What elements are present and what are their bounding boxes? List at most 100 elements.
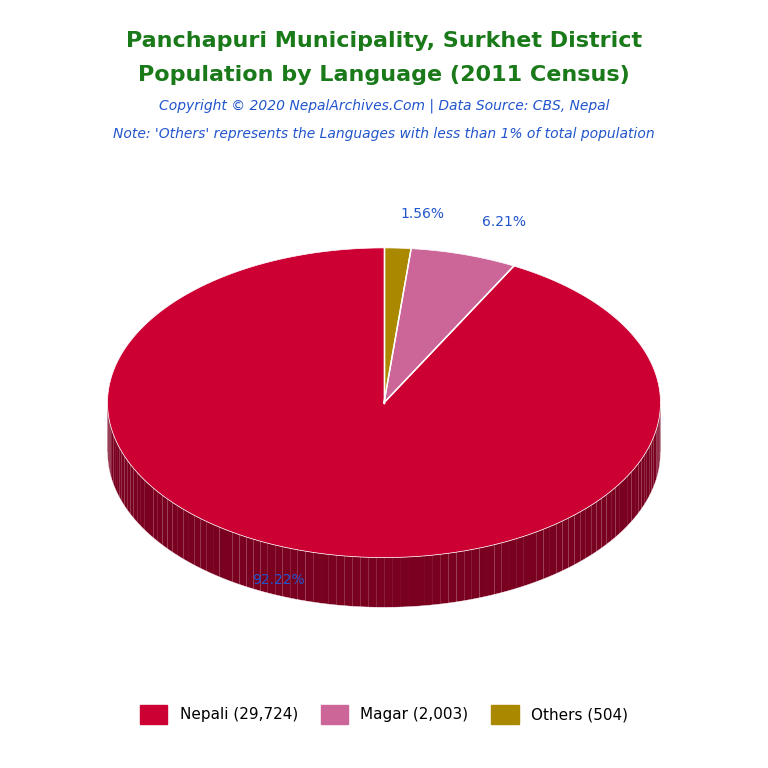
- Polygon shape: [456, 551, 464, 602]
- Polygon shape: [207, 521, 213, 574]
- Polygon shape: [119, 448, 121, 502]
- Polygon shape: [321, 554, 329, 604]
- Text: Note: 'Others' represents the Languages with less than 1% of total population: Note: 'Others' represents the Languages …: [113, 127, 655, 141]
- Polygon shape: [544, 527, 550, 579]
- Polygon shape: [597, 498, 601, 551]
- Text: 92.22%: 92.22%: [253, 573, 305, 587]
- Polygon shape: [121, 452, 124, 506]
- Polygon shape: [213, 525, 220, 577]
- Polygon shape: [409, 557, 417, 607]
- Polygon shape: [226, 530, 233, 582]
- Polygon shape: [240, 535, 247, 587]
- Polygon shape: [581, 508, 586, 561]
- Polygon shape: [425, 555, 433, 606]
- Polygon shape: [369, 558, 377, 607]
- Polygon shape: [556, 521, 562, 574]
- Polygon shape: [591, 502, 597, 555]
- Polygon shape: [550, 524, 556, 576]
- Polygon shape: [523, 535, 530, 586]
- Polygon shape: [124, 456, 127, 510]
- Polygon shape: [141, 476, 145, 530]
- Polygon shape: [384, 249, 514, 402]
- Polygon shape: [195, 515, 200, 568]
- Polygon shape: [220, 527, 226, 580]
- Polygon shape: [654, 433, 655, 488]
- Polygon shape: [253, 539, 260, 591]
- Polygon shape: [173, 502, 178, 556]
- Polygon shape: [110, 421, 111, 475]
- Polygon shape: [562, 518, 568, 571]
- Polygon shape: [495, 543, 502, 594]
- Polygon shape: [641, 455, 644, 509]
- Polygon shape: [635, 463, 638, 518]
- Polygon shape: [184, 509, 189, 562]
- Polygon shape: [659, 415, 660, 470]
- Polygon shape: [117, 443, 119, 497]
- Polygon shape: [112, 430, 114, 484]
- Polygon shape: [306, 551, 313, 602]
- Polygon shape: [137, 472, 141, 526]
- Polygon shape: [154, 488, 158, 541]
- Polygon shape: [537, 529, 544, 581]
- Polygon shape: [178, 506, 184, 559]
- Polygon shape: [108, 248, 660, 558]
- Polygon shape: [393, 558, 401, 607]
- Polygon shape: [114, 435, 115, 488]
- Polygon shape: [601, 495, 607, 548]
- Polygon shape: [487, 545, 495, 596]
- Polygon shape: [647, 446, 649, 501]
- Polygon shape: [620, 479, 624, 533]
- Text: Copyright © 2020 NepalArchives.Com | Data Source: CBS, Nepal: Copyright © 2020 NepalArchives.Com | Dat…: [159, 98, 609, 113]
- Polygon shape: [345, 556, 353, 607]
- Polygon shape: [145, 481, 149, 534]
- Text: Panchapuri Municipality, Surkhet District: Panchapuri Municipality, Surkhet Distric…: [126, 31, 642, 51]
- Polygon shape: [449, 552, 456, 603]
- Polygon shape: [649, 442, 651, 496]
- Polygon shape: [108, 416, 110, 471]
- Polygon shape: [275, 545, 283, 597]
- Polygon shape: [337, 555, 345, 606]
- Polygon shape: [651, 438, 654, 492]
- Polygon shape: [530, 531, 537, 584]
- Polygon shape: [290, 548, 298, 600]
- Polygon shape: [574, 511, 581, 564]
- Polygon shape: [361, 557, 369, 607]
- Polygon shape: [616, 484, 620, 537]
- Polygon shape: [638, 459, 641, 513]
- Polygon shape: [611, 487, 616, 541]
- Polygon shape: [377, 558, 385, 607]
- Polygon shape: [329, 554, 337, 605]
- Polygon shape: [586, 505, 591, 558]
- Polygon shape: [624, 475, 628, 529]
- Polygon shape: [657, 420, 659, 475]
- Text: 1.56%: 1.56%: [401, 207, 445, 221]
- Polygon shape: [313, 552, 321, 604]
- Polygon shape: [268, 543, 275, 595]
- Polygon shape: [401, 557, 409, 607]
- Polygon shape: [298, 550, 306, 601]
- Polygon shape: [127, 460, 131, 514]
- Legend: Nepali (29,724), Magar (2,003), Others (504): Nepali (29,724), Magar (2,003), Others (…: [134, 699, 634, 730]
- Polygon shape: [134, 468, 137, 522]
- Polygon shape: [353, 557, 361, 607]
- Polygon shape: [631, 468, 635, 521]
- Polygon shape: [283, 547, 290, 598]
- Polygon shape: [149, 485, 154, 538]
- Polygon shape: [464, 550, 472, 601]
- Polygon shape: [385, 558, 393, 607]
- Polygon shape: [247, 537, 253, 589]
- Polygon shape: [233, 532, 240, 584]
- Text: 6.21%: 6.21%: [482, 215, 525, 229]
- Polygon shape: [115, 439, 117, 493]
- Text: Population by Language (2011 Census): Population by Language (2011 Census): [138, 65, 630, 85]
- Polygon shape: [131, 465, 134, 518]
- Polygon shape: [472, 548, 479, 599]
- Polygon shape: [167, 499, 173, 552]
- Polygon shape: [628, 472, 631, 525]
- Polygon shape: [433, 554, 441, 605]
- Polygon shape: [509, 538, 516, 591]
- Polygon shape: [655, 429, 657, 483]
- Polygon shape: [158, 492, 163, 545]
- Polygon shape: [111, 425, 112, 480]
- Polygon shape: [502, 541, 509, 593]
